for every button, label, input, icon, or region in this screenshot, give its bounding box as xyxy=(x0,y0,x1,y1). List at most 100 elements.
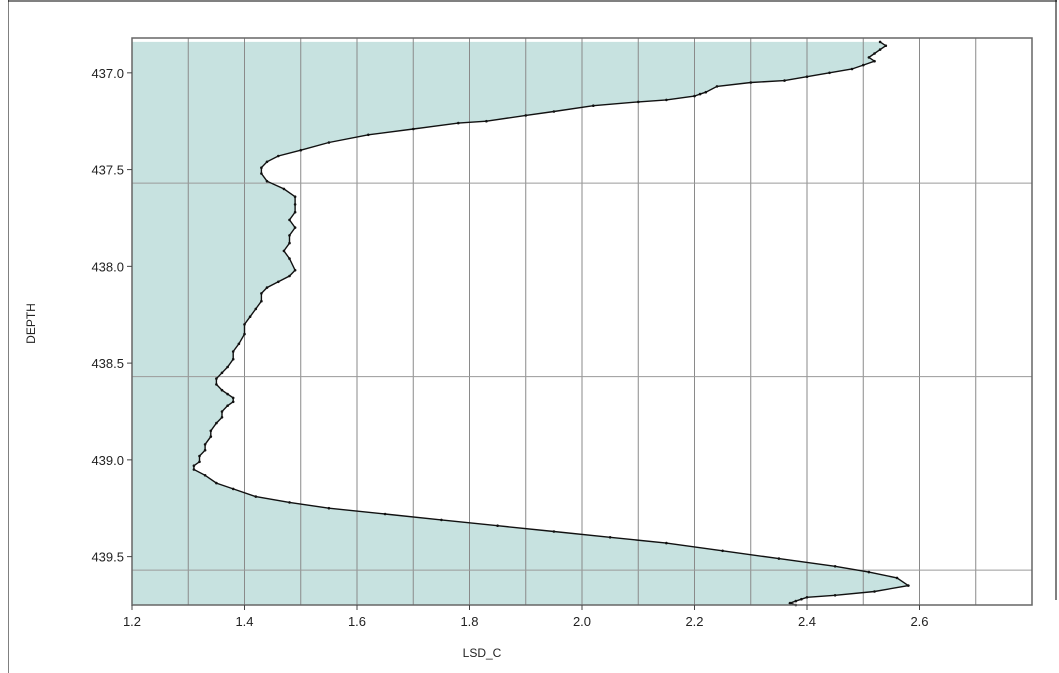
data-point xyxy=(665,98,668,102)
y-tick-label: 437.5 xyxy=(91,163,124,178)
data-point xyxy=(231,396,235,400)
data-point xyxy=(327,506,331,510)
data-point xyxy=(884,44,888,47)
data-point xyxy=(254,495,258,498)
data-point xyxy=(867,56,871,59)
data-point xyxy=(288,274,291,278)
data-point xyxy=(873,590,876,593)
data-point xyxy=(231,357,235,361)
data-point xyxy=(215,481,218,485)
data-point xyxy=(524,114,528,117)
y-axis-ticks: 437.0 437.5 438.0 438.5 439.0 439.5 xyxy=(91,66,132,565)
data-point xyxy=(867,570,871,574)
y-tick-label: 439.0 xyxy=(91,453,124,468)
data-point xyxy=(277,154,280,158)
data-point xyxy=(265,160,269,164)
data-point xyxy=(704,90,708,94)
data-point xyxy=(293,210,297,214)
data-point xyxy=(265,286,269,289)
data-point xyxy=(231,400,235,404)
data-point xyxy=(203,443,207,446)
data-point xyxy=(288,234,291,237)
data-point xyxy=(833,594,837,597)
data-point xyxy=(299,148,303,152)
data-point xyxy=(592,104,595,107)
y-tick-label: 438.5 xyxy=(91,356,124,371)
data-point xyxy=(293,195,297,198)
grid-lines xyxy=(132,38,1032,605)
data-point xyxy=(220,410,224,413)
data-point xyxy=(440,518,443,522)
data-point xyxy=(895,576,899,580)
data-point xyxy=(794,599,798,603)
data-point xyxy=(265,179,269,183)
data-point xyxy=(215,377,218,380)
data-point xyxy=(277,280,280,284)
data-point xyxy=(198,454,201,458)
data-point xyxy=(260,166,263,169)
data-point xyxy=(907,584,910,587)
data-point xyxy=(637,100,640,104)
data-point xyxy=(248,315,252,319)
data-point xyxy=(288,501,291,504)
y-axis-title: DEPTH xyxy=(24,303,38,344)
data-point xyxy=(288,218,291,222)
data-point xyxy=(243,323,246,326)
data-point xyxy=(237,342,241,346)
data-point xyxy=(367,133,370,137)
data-point xyxy=(862,63,865,67)
x-tick-label: 2.4 xyxy=(798,614,816,629)
data-point xyxy=(226,365,229,369)
data-point xyxy=(215,421,218,425)
x-tick-label: 1.6 xyxy=(348,614,366,629)
data-point xyxy=(293,226,297,229)
data-point xyxy=(552,530,556,533)
data-point xyxy=(220,371,224,375)
x-tick-label: 2.0 xyxy=(573,614,591,629)
data-point xyxy=(496,524,499,527)
x-tick-label: 1.8 xyxy=(460,614,478,629)
data-point xyxy=(215,383,218,386)
data-point xyxy=(293,203,297,206)
x-tick-label: 1.2 xyxy=(123,614,141,629)
y-tick-label: 438.0 xyxy=(91,259,124,274)
data-point xyxy=(457,121,460,125)
area-fill xyxy=(132,41,909,606)
series-line xyxy=(193,41,911,606)
data-point xyxy=(209,429,213,433)
data-point xyxy=(260,292,263,295)
data-point xyxy=(721,549,724,553)
data-point xyxy=(833,565,837,568)
data-point xyxy=(203,448,207,452)
chart-panel: 1.2 1.4 1.6 1.8 2.0 2.2 2.4 2.6 437.0 437.5 438.0… xyxy=(8,0,1057,673)
data-point xyxy=(293,268,297,272)
data-point xyxy=(665,541,668,545)
data-point xyxy=(749,81,753,84)
data-point xyxy=(715,85,719,88)
x-axis-title: LSD_C xyxy=(463,646,502,660)
data-point xyxy=(805,75,809,78)
data-point xyxy=(777,557,781,560)
data-point xyxy=(412,127,415,131)
data-point xyxy=(878,40,882,44)
data-point xyxy=(254,307,258,311)
data-point xyxy=(220,388,224,392)
data-point xyxy=(198,460,201,464)
data-point xyxy=(873,52,876,55)
data-point xyxy=(288,257,291,260)
data-point xyxy=(226,404,229,408)
data-point xyxy=(828,71,831,75)
data-point xyxy=(209,435,213,438)
data-point xyxy=(288,241,291,245)
data-point xyxy=(260,172,263,175)
data-point xyxy=(203,474,207,477)
data-point xyxy=(282,249,286,253)
data-point xyxy=(260,299,263,303)
y-tick-label: 437.0 xyxy=(91,66,124,81)
data-point xyxy=(698,92,702,96)
data-point xyxy=(383,512,387,516)
data-point xyxy=(850,67,854,71)
data-point xyxy=(873,59,876,63)
data-point xyxy=(327,141,331,144)
x-tick-label: 2.6 xyxy=(910,614,928,629)
